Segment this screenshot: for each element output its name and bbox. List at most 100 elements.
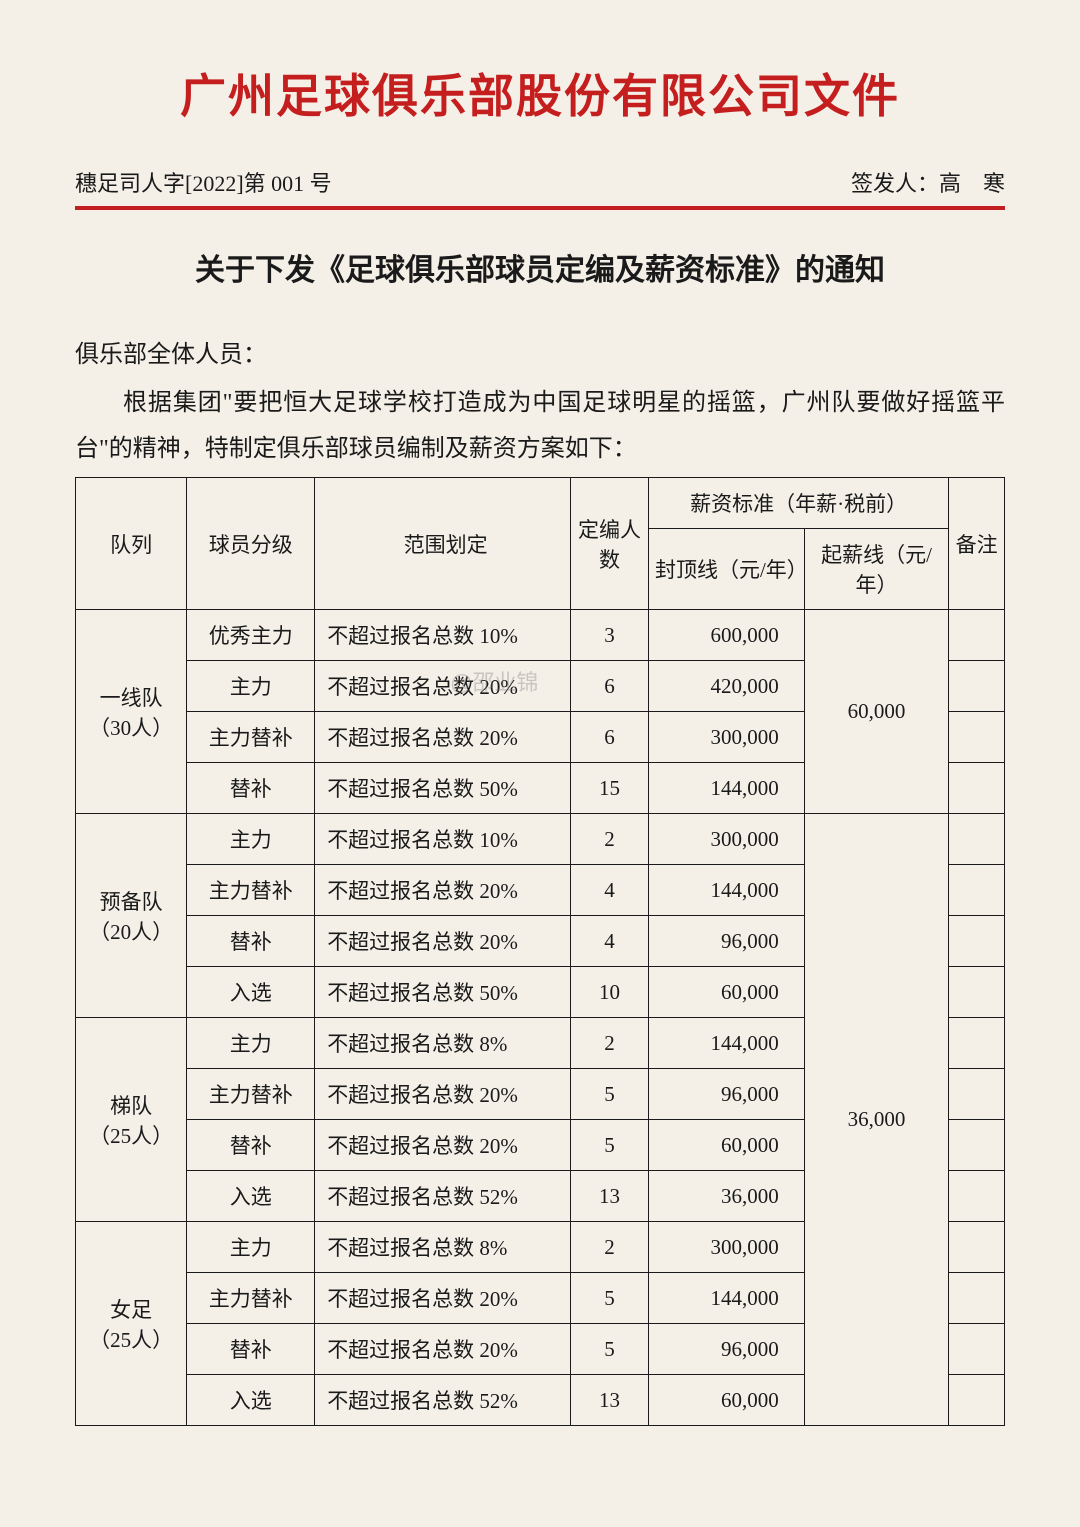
cell-count: 13: [571, 1375, 649, 1426]
cell-cap: 144,000: [648, 763, 804, 814]
cell-remark: [949, 916, 1005, 967]
notice-body: 根据集团"要把恒大足球学校打造成为中国足球明星的摇篮，广州队要做好摇篮平台"的精…: [75, 381, 1005, 472]
org-title: 广州足球俱乐部股份有限公司文件: [75, 60, 1005, 126]
cell-scope: 不超过报名总数 20%: [315, 1120, 571, 1171]
cell-level: 替补: [187, 916, 315, 967]
cell-remark: [949, 1171, 1005, 1222]
cell-scope: 不超过报名总数 50%: [315, 763, 571, 814]
cell-scope: 不超过报名总数 10%: [315, 814, 571, 865]
doc-number: 穗足司人字[2022]第 001 号: [75, 166, 332, 198]
cell-cap: 300,000: [648, 814, 804, 865]
table-row: 一线队（30人）优秀主力不超过报名总数 10%3600,00060,000: [76, 610, 1005, 661]
cell-scope: 不超过报名总数 20%: [315, 916, 571, 967]
cell-count: 5: [571, 1273, 649, 1324]
cell-remark: [949, 967, 1005, 1018]
cell-scope: 不超过报名总数 50%: [315, 967, 571, 1018]
cell-scope: 不超过报名总数 20%: [315, 661, 571, 712]
th-start: 起薪线（元/年）: [804, 529, 949, 610]
cell-remark: [949, 763, 1005, 814]
cell-count: 15: [571, 763, 649, 814]
cell-remark: [949, 661, 1005, 712]
signer-label: 签发人：: [851, 171, 939, 196]
cell-scope: 不超过报名总数 20%: [315, 1069, 571, 1120]
cell-remark: [949, 1069, 1005, 1120]
th-cap: 封顶线（元/年）: [648, 529, 804, 610]
cell-count: 10: [571, 967, 649, 1018]
cell-cap: 96,000: [648, 1069, 804, 1120]
cell-scope: 不超过报名总数 8%: [315, 1222, 571, 1273]
salary-table: 队列 球员分级 范围划定 定编人数 薪资标准（年薪·税前） 备注 封顶线（元/年…: [75, 477, 1005, 1426]
cell-cap: 36,000: [648, 1171, 804, 1222]
cell-level: 主力: [187, 1222, 315, 1273]
cell-cap: 60,000: [648, 967, 804, 1018]
th-level: 球员分级: [187, 478, 315, 610]
cell-start: 60,000: [804, 610, 949, 814]
cell-count: 5: [571, 1120, 649, 1171]
cell-scope: 不超过报名总数 8%: [315, 1018, 571, 1069]
cell-level: 入选: [187, 1171, 315, 1222]
cell-level: 主力替补: [187, 712, 315, 763]
cell-remark: [949, 1222, 1005, 1273]
th-count: 定编人数: [571, 478, 649, 610]
cell-level: 替补: [187, 1120, 315, 1171]
signer-name: 高 寒: [939, 171, 1005, 196]
cell-level: 入选: [187, 967, 315, 1018]
cell-remark: [949, 1018, 1005, 1069]
cell-scope: 不超过报名总数 10%: [315, 610, 571, 661]
cell-cap: 96,000: [648, 916, 804, 967]
cell-level: 入选: [187, 1375, 315, 1426]
cell-count: 6: [571, 712, 649, 763]
cell-level: 主力替补: [187, 1069, 315, 1120]
cell-level: 主力: [187, 1018, 315, 1069]
cell-scope: 不超过报名总数 20%: [315, 712, 571, 763]
cell-team: 女足（25人）: [76, 1222, 187, 1426]
cell-cap: 420,000: [648, 661, 804, 712]
cell-level: 主力: [187, 661, 315, 712]
cell-cap: 60,000: [648, 1375, 804, 1426]
cell-count: 4: [571, 916, 649, 967]
cell-remark: [949, 1375, 1005, 1426]
cell-count: 5: [571, 1324, 649, 1375]
cell-remark: [949, 1324, 1005, 1375]
cell-remark: [949, 1273, 1005, 1324]
cell-count: 2: [571, 814, 649, 865]
cell-level: 主力替补: [187, 1273, 315, 1324]
cell-start: 36,000: [804, 814, 949, 1426]
cell-count: 13: [571, 1171, 649, 1222]
cell-level: 主力: [187, 814, 315, 865]
cell-count: 2: [571, 1018, 649, 1069]
cell-count: 4: [571, 865, 649, 916]
th-salary-group: 薪资标准（年薪·税前）: [648, 478, 948, 529]
cell-cap: 96,000: [648, 1324, 804, 1375]
cell-count: 6: [571, 661, 649, 712]
cell-cap: 144,000: [648, 865, 804, 916]
cell-cap: 300,000: [648, 712, 804, 763]
cell-count: 2: [571, 1222, 649, 1273]
signer: 签发人：高 寒: [851, 166, 1005, 198]
cell-remark: [949, 814, 1005, 865]
cell-remark: [949, 712, 1005, 763]
cell-remark: [949, 1120, 1005, 1171]
cell-team: 梯队（25人）: [76, 1018, 187, 1222]
cell-count: 5: [571, 1069, 649, 1120]
cell-scope: 不超过报名总数 52%: [315, 1171, 571, 1222]
cell-scope: 不超过报名总数 20%: [315, 1273, 571, 1324]
cell-level: 主力替补: [187, 865, 315, 916]
cell-scope: 不超过报名总数 20%: [315, 865, 571, 916]
cell-level: 优秀主力: [187, 610, 315, 661]
table-row: 预备队（20人）主力不超过报名总数 10%2300,00036,000: [76, 814, 1005, 865]
cell-team: 一线队（30人）: [76, 610, 187, 814]
cell-cap: 600,000: [648, 610, 804, 661]
salutation: 俱乐部全体人员：: [75, 334, 1005, 369]
th-remark: 备注: [949, 478, 1005, 610]
cell-scope: 不超过报名总数 52%: [315, 1375, 571, 1426]
cell-level: 替补: [187, 763, 315, 814]
table-head: 队列 球员分级 范围划定 定编人数 薪资标准（年薪·税前） 备注 封顶线（元/年…: [76, 478, 1005, 610]
cell-cap: 144,000: [648, 1273, 804, 1324]
notice-title: 关于下发《足球俱乐部球员定编及薪资标准》的通知: [75, 245, 1005, 289]
th-team: 队列: [76, 478, 187, 610]
cell-remark: [949, 865, 1005, 916]
cell-cap: 60,000: [648, 1120, 804, 1171]
cell-level: 替补: [187, 1324, 315, 1375]
cell-remark: [949, 610, 1005, 661]
